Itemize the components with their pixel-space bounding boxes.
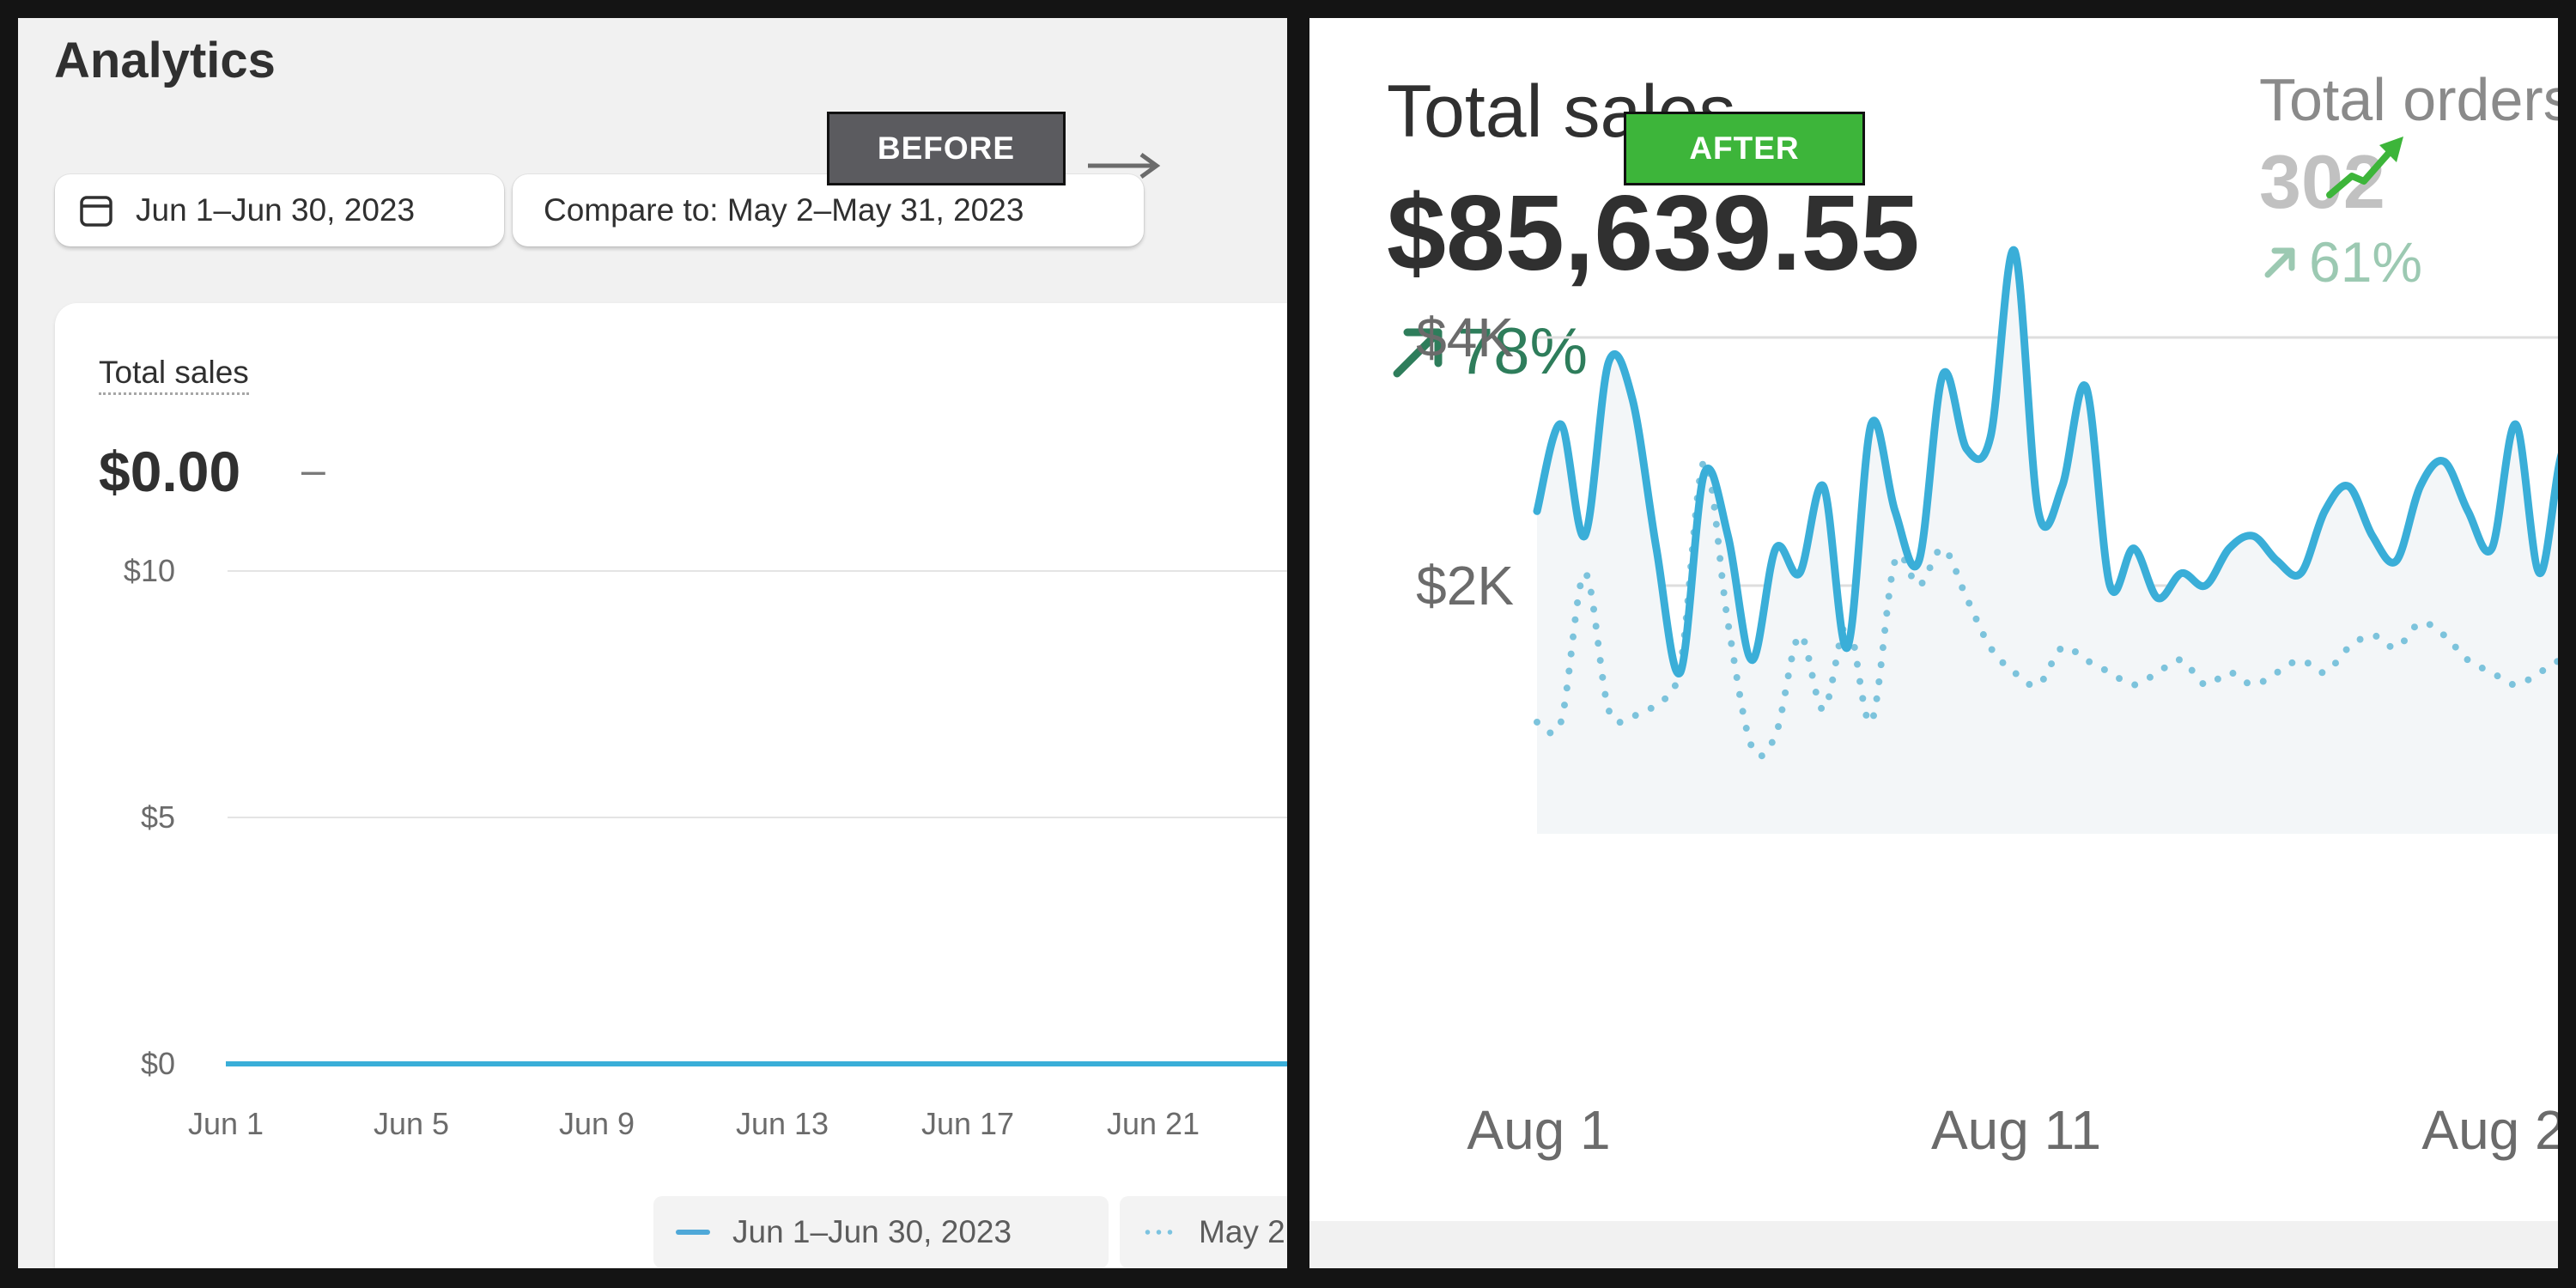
legend-dotted-swatch	[1142, 1230, 1176, 1235]
footer-strip	[1309, 1221, 2558, 1268]
legend-current-label: Jun 1–Jun 30, 2023	[732, 1214, 1012, 1249]
before-badge: BEFORE	[827, 112, 1066, 185]
x-tick-label: Jun 5	[374, 1106, 449, 1141]
after-line-chart: $4K $2K Aug 1 Aug 11 Aug 2	[1416, 246, 2558, 1161]
y-tick-label: $10	[124, 553, 175, 588]
metric-value: $0.00	[99, 440, 241, 503]
before-line-chart: $10 $5 $0 Jun 1 Jun 5 Jun 9 Jun 13 Jun 17 Jun 21	[124, 553, 1287, 1141]
metric-label[interactable]: Total sales	[99, 355, 249, 395]
metric-change: 78%	[1388, 314, 1588, 389]
legend-item-compare[interactable]: May 2	[1120, 1196, 1287, 1268]
orders-label: Total orders	[2259, 66, 2558, 133]
compare-label: Compare to: May 2–May 31, 2023	[544, 192, 1024, 228]
x-tick-label: Aug 11	[1931, 1099, 2101, 1161]
x-tick-label: Jun 13	[736, 1106, 829, 1141]
orders-change-value: 61%	[2309, 230, 2423, 294]
series-line-current	[1533, 246, 2558, 677]
x-tick-label: Jun 21	[1107, 1106, 1200, 1141]
metric-change-value: 78%	[1457, 315, 1589, 388]
arrow-up-right-icon	[1393, 328, 1443, 377]
page-title: Analytics	[54, 33, 276, 88]
legend-item-current[interactable]: Jun 1–Jun 30, 2023	[653, 1196, 1109, 1268]
orders-change: 61%	[2261, 229, 2422, 295]
calendar-icon	[79, 193, 131, 228]
legend-solid-swatch	[676, 1230, 710, 1235]
series-line-compare	[1534, 458, 2558, 760]
chart-card	[55, 303, 1287, 1268]
y-tick-label: $2K	[1416, 555, 1514, 617]
metric-value: $85,639.55	[1387, 174, 1920, 293]
before-panel: Analytics Jun 1–Jun 30, 2023 Compare to:…	[18, 18, 1287, 1268]
date-range-button[interactable]: Jun 1–Jun 30, 2023	[55, 174, 504, 246]
date-range-label: Jun 1–Jun 30, 2023	[136, 192, 416, 228]
arrow-up-right-icon	[2264, 247, 2295, 278]
after-panel: Total sales $85,639.55 78% Total orders …	[1309, 18, 2558, 1268]
after-badge: AFTER	[1624, 112, 1865, 185]
x-tick-label: Jun 17	[921, 1106, 1014, 1141]
arrow-right-icon	[1088, 152, 1161, 179]
y-tick-label: $0	[141, 1046, 175, 1081]
x-tick-label: Aug 2	[2421, 1099, 2558, 1161]
series-area-current	[1537, 250, 2558, 834]
x-tick-label: Aug 1	[1467, 1099, 1610, 1161]
y-tick-label: $5	[141, 799, 175, 835]
y-tick-label: $4K	[1416, 307, 1514, 368]
compare-to-button[interactable]: Compare to: May 2–May 31, 2023	[513, 174, 1144, 246]
x-tick-label: Jun 9	[559, 1106, 635, 1141]
legend-compare-label: May 2	[1199, 1214, 1285, 1249]
metric-change: –	[301, 446, 325, 494]
trend-up-icon	[2326, 137, 2403, 198]
x-tick-label: Jun 1	[188, 1106, 264, 1141]
